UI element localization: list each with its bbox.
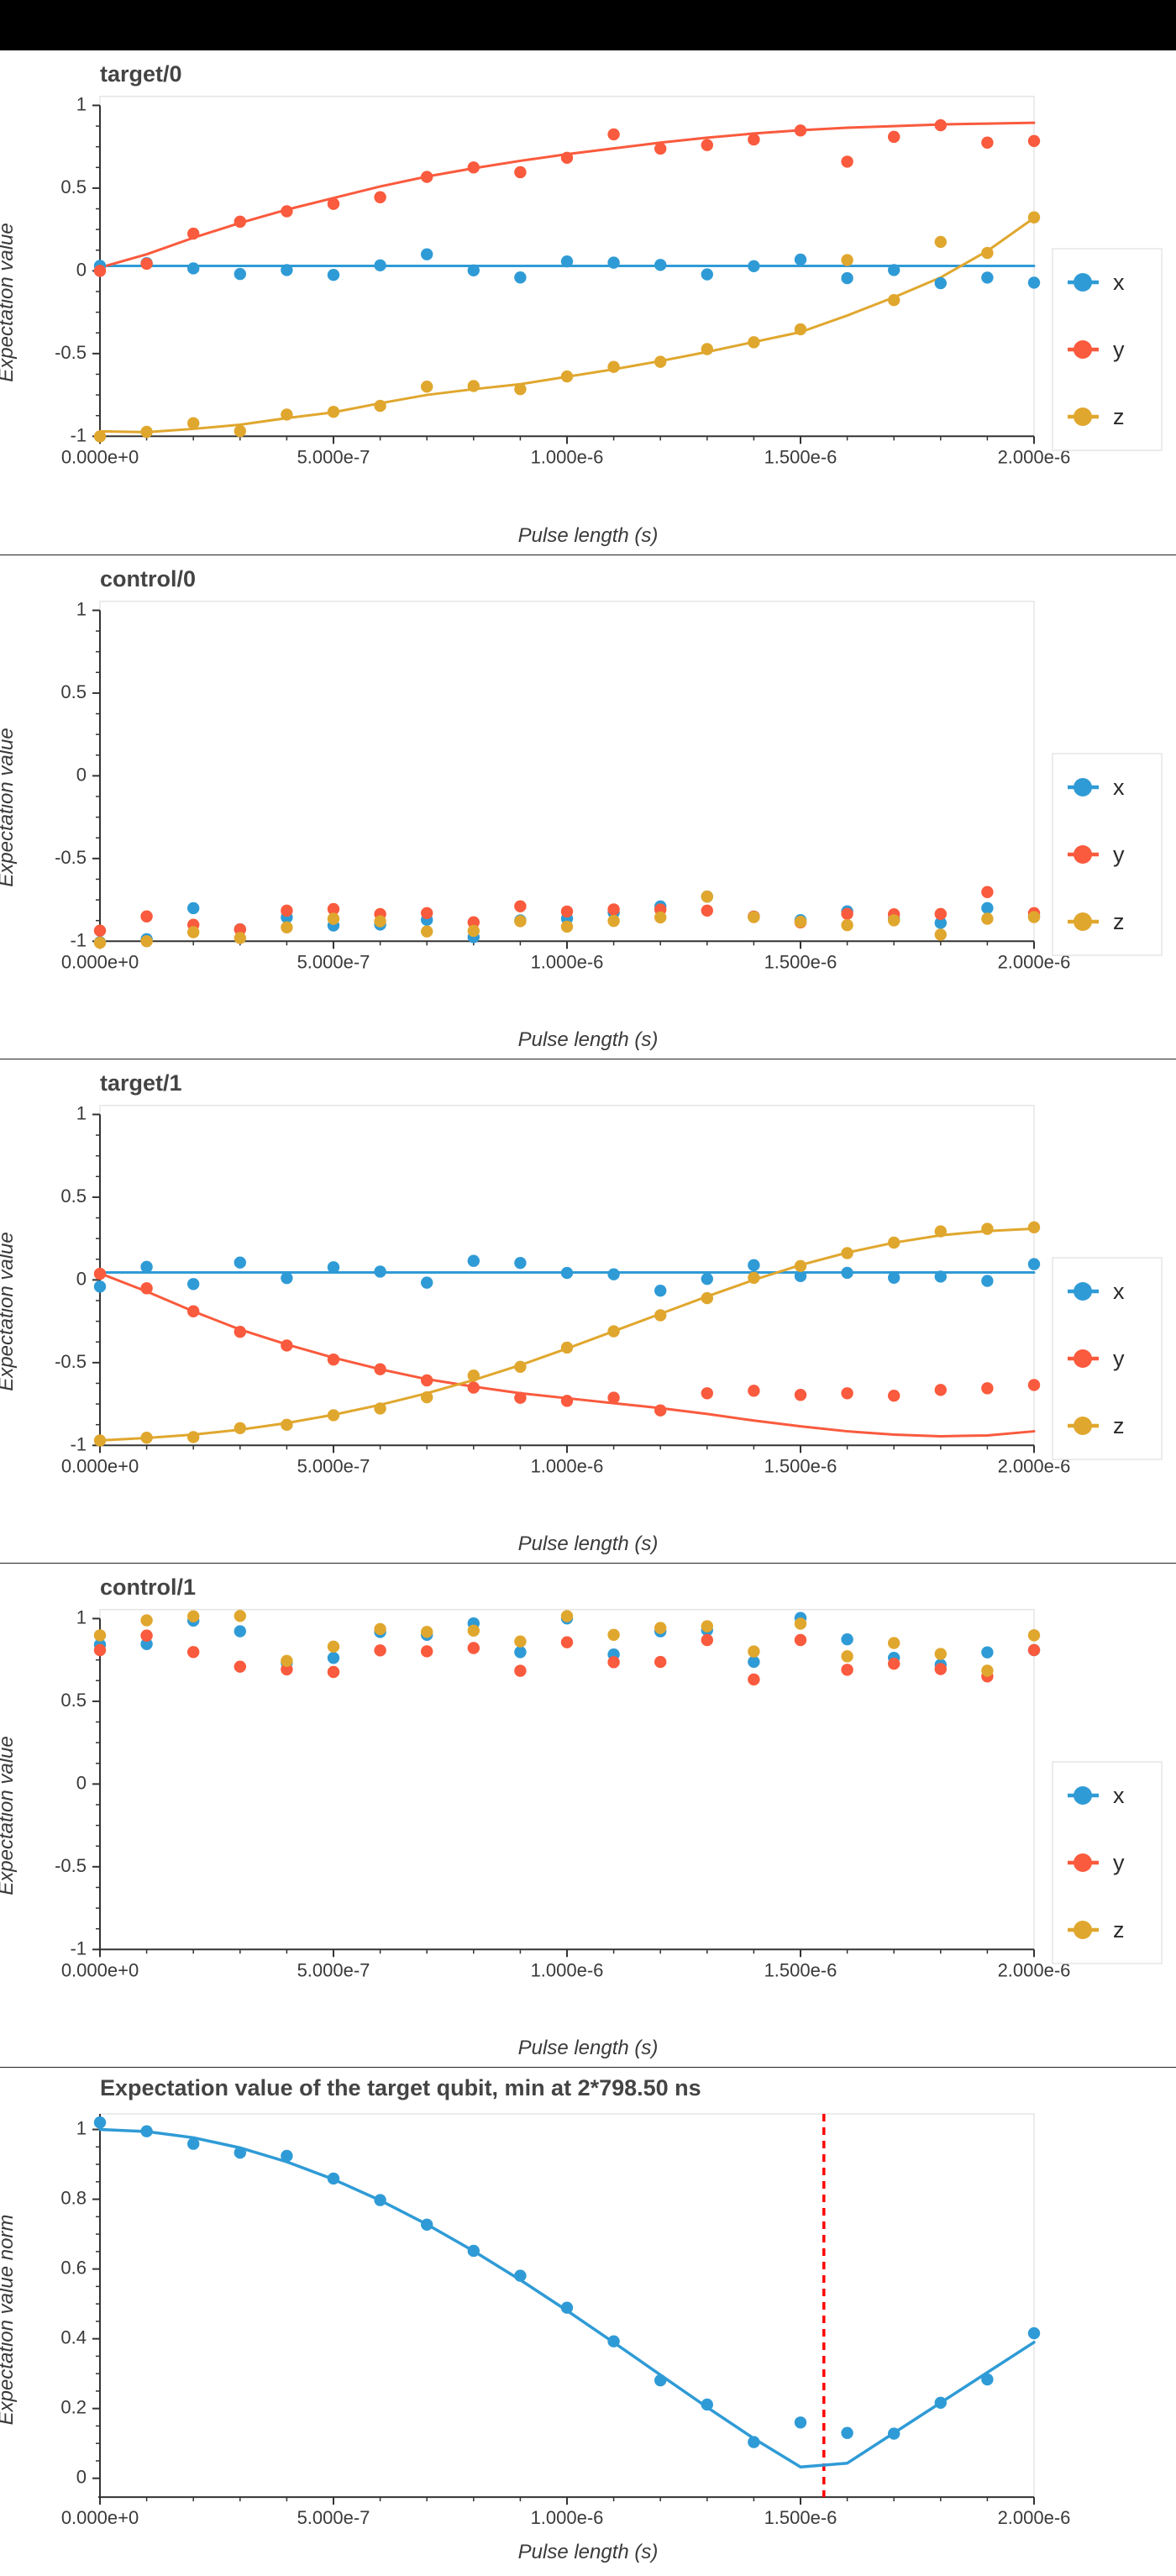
svg-text:1.500e-6: 1.500e-6 — [764, 2507, 837, 2528]
svg-text:0: 0 — [76, 259, 87, 280]
svg-text:1: 1 — [76, 1102, 87, 1123]
svg-text:-1: -1 — [70, 1937, 87, 1958]
svg-text:0.8: 0.8 — [60, 2188, 87, 2209]
svg-text:0.2: 0.2 — [60, 2397, 87, 2418]
svg-text:0.5: 0.5 — [60, 176, 87, 197]
svg-text:5.000e-7: 5.000e-7 — [297, 1455, 370, 1476]
svg-text:0.4: 0.4 — [60, 2327, 87, 2348]
svg-text:z: z — [1113, 909, 1125, 934]
svg-text:5.000e-7: 5.000e-7 — [297, 446, 370, 467]
svg-text:2.000e-6: 2.000e-6 — [998, 2507, 1071, 2528]
svg-text:1.500e-6: 1.500e-6 — [764, 1959, 837, 1980]
svg-text:x: x — [1113, 270, 1125, 295]
svg-text:-1: -1 — [70, 929, 87, 950]
svg-text:0.000e+0: 0.000e+0 — [61, 1959, 139, 1980]
svg-text:y: y — [1113, 1346, 1125, 1371]
svg-text:1.500e-6: 1.500e-6 — [764, 446, 837, 467]
svg-text:0: 0 — [76, 1268, 87, 1289]
svg-text:y: y — [1113, 337, 1125, 362]
svg-text:-0.5: -0.5 — [55, 847, 87, 868]
svg-text:0.5: 0.5 — [60, 681, 87, 702]
svg-text:0.000e+0: 0.000e+0 — [61, 2507, 139, 2528]
svg-text:1: 1 — [76, 93, 87, 114]
svg-text:5.000e-7: 5.000e-7 — [297, 1959, 370, 1980]
svg-text:-0.5: -0.5 — [55, 1855, 87, 1876]
svg-text:1.000e-6: 1.000e-6 — [531, 446, 604, 467]
svg-text:1.500e-6: 1.500e-6 — [764, 951, 837, 972]
svg-text:-1: -1 — [70, 1433, 87, 1454]
svg-text:0.5: 0.5 — [60, 1690, 87, 1711]
svg-text:1: 1 — [76, 2118, 87, 2139]
svg-text:1.000e-6: 1.000e-6 — [531, 951, 604, 972]
svg-text:-1: -1 — [70, 424, 87, 445]
svg-text:x: x — [1113, 775, 1125, 800]
svg-text:1: 1 — [76, 1606, 87, 1627]
svg-text:y: y — [1113, 842, 1125, 867]
svg-text:1.000e-6: 1.000e-6 — [531, 1959, 604, 1980]
svg-text:y: y — [1113, 1850, 1125, 1875]
svg-text:1.000e-6: 1.000e-6 — [531, 2507, 604, 2528]
svg-text:0: 0 — [76, 764, 87, 785]
svg-text:0.6: 0.6 — [60, 2258, 87, 2279]
svg-text:0: 0 — [76, 1772, 87, 1793]
svg-text:5.000e-7: 5.000e-7 — [297, 2507, 370, 2528]
svg-text:1: 1 — [76, 598, 87, 619]
svg-text:0.000e+0: 0.000e+0 — [61, 951, 139, 972]
svg-text:x: x — [1113, 1279, 1125, 1304]
svg-text:x: x — [1113, 1783, 1125, 1808]
svg-text:1.500e-6: 1.500e-6 — [764, 1455, 837, 1476]
svg-text:1.000e-6: 1.000e-6 — [531, 1455, 604, 1476]
svg-text:z: z — [1113, 1917, 1125, 1943]
svg-text:-0.5: -0.5 — [55, 1351, 87, 1372]
svg-text:0.5: 0.5 — [60, 1185, 87, 1207]
svg-text:z: z — [1113, 404, 1125, 429]
svg-text:0.000e+0: 0.000e+0 — [61, 1455, 139, 1476]
svg-text:5.000e-7: 5.000e-7 — [297, 951, 370, 972]
svg-text:z: z — [1113, 1413, 1125, 1438]
svg-text:0: 0 — [76, 2467, 87, 2488]
svg-text:0.000e+0: 0.000e+0 — [61, 446, 139, 467]
svg-text:-0.5: -0.5 — [55, 342, 87, 363]
